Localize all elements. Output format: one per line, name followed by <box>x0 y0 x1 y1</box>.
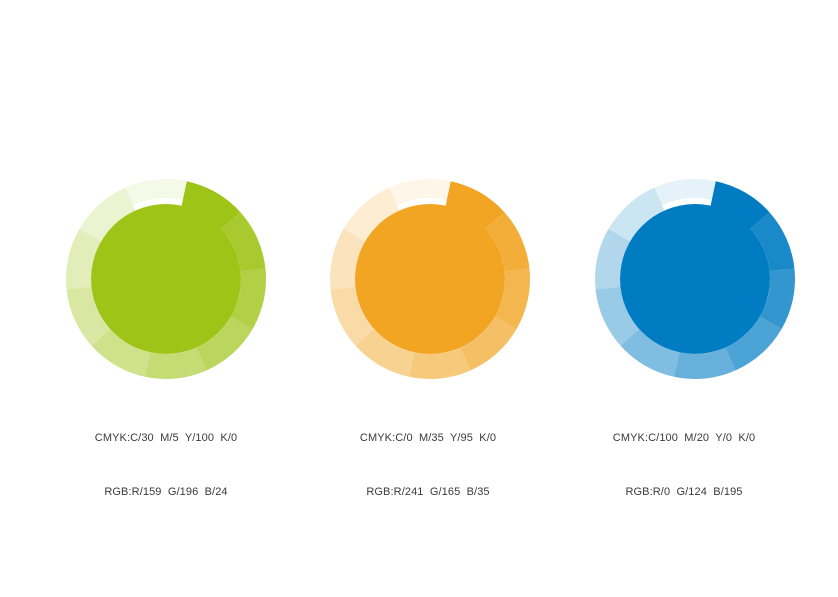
rgb-value-label: RGB:R/159 G/196 B/24 <box>104 486 228 498</box>
green-color-ring-graphic <box>66 179 266 379</box>
cmyk-value-label: CMYK:C/100 M/20 Y/0 K/0 <box>612 432 756 444</box>
cmyk-value-label: CMYK:C/30 M/5 Y/100 K/0 <box>94 432 238 444</box>
swatch-spec-orange: CMYK:C/0 M/35 Y/95 K/0 RGB:R/241 G/165 B… <box>268 393 588 537</box>
rgb-value-label: RGB:R/0 G/124 B/195 <box>625 486 743 498</box>
cmyk-value-label: CMYK:C/0 M/35 Y/95 K/0 <box>359 432 497 444</box>
blue-color-ring-graphic <box>595 179 795 379</box>
rgb-value-label: RGB:R/241 G/165 B/35 <box>366 486 490 498</box>
orange-color-ring-graphic <box>330 179 530 379</box>
swatch-spec-green: CMYK:C/30 M/5 Y/100 K/0 RGB:R/159 G/196 … <box>6 393 326 537</box>
swatch-spec-blue: CMYK:C/100 M/20 Y/0 K/0 RGB:R/0 G/124 B/… <box>524 393 838 537</box>
